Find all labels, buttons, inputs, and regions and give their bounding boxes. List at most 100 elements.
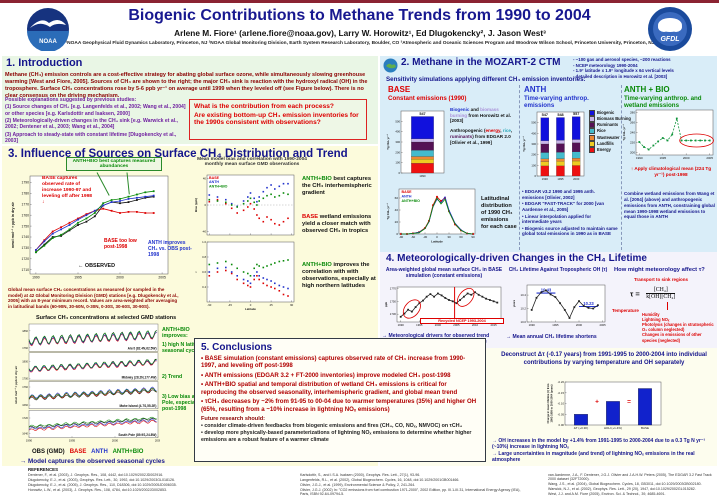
svg-text:548: 548 — [557, 113, 563, 117]
latdist-caption: Latitudinal distribution of 1990 CH₄ emi… — [481, 196, 517, 230]
references-title: REFERENCES — [28, 467, 59, 472]
legend-item: Ruminants — [589, 122, 645, 129]
svg-text:Tg CH₄ yr⁻¹: Tg CH₄ yr⁻¹ — [622, 124, 626, 141]
svg-text:0: 0 — [204, 203, 206, 207]
explanation-item: (1) Source changes of CH₄ [e.g. Langenfe… — [5, 104, 186, 117]
svg-text:1990: 1990 — [32, 275, 40, 279]
decon-bullets: → OH increases in the model by +1.4% fro… — [492, 438, 716, 463]
reference-item: Warwick, N.J., et al. (2002), Geophys. R… — [548, 487, 696, 492]
base-emissions-stacked-bar-chart: 0 100 200 300 400 500 Tg CH₄ yr⁻¹ 547 1990 — [386, 104, 446, 182]
stations-svg: nmol mol⁻¹ ≡ ppb in dry air 1760 1860 Alert… — [14, 323, 162, 442]
svg-text:1730: 1730 — [390, 312, 397, 316]
svg-text:2005: 2005 — [599, 323, 606, 327]
spec-item: - 1.9° latitude x 1.9° longitude x 64 ve… — [573, 68, 674, 74]
decon-svg: 0.00 -0.05 -0.10 -0.15 -0.20 ΔT (+0.3K) ΔOH (+… — [546, 380, 662, 430]
met-chart-title: Area-weighted global mean surface CH₄ in… — [385, 267, 503, 279]
svg-text:40: 40 — [395, 208, 399, 212]
svg-text:1990: 1990 — [542, 177, 549, 181]
references-col-2: Karlsdottir, S., and I.S.A. Isaksen (200… — [300, 473, 530, 497]
conclusion-bullet: • τCH₄ decreases by ~2% from 91-95 to 00… — [201, 398, 477, 413]
stations-notes-title: ANTH+BIO improves: — [162, 327, 190, 340]
intro-explanations: Possible explanations suggested by previ… — [5, 97, 187, 145]
svg-text:1995: 1995 — [416, 323, 423, 327]
svg-text:0.6: 0.6 — [202, 270, 206, 274]
lifetime_chart-svg: 199019952000200510.010.210.4years10.4310… — [512, 284, 606, 327]
anthbio-case-desc: Time-varying anthrop. and wetland emissi… — [624, 95, 702, 109]
legend-swatch — [589, 134, 595, 141]
svg-text:2000: 2000 — [116, 275, 124, 279]
wetland-svg: 1990 1995 2000 2005 200 220 240 260 280 Tg CH₄ yr… — [622, 109, 714, 160]
svg-text:1995: 1995 — [557, 177, 564, 181]
up-arrow-icon: ↑ — [630, 166, 634, 171]
reference-item: Karlsdottir, S., and I.S.A. Isaksen (200… — [300, 473, 421, 477]
svg-text:1995: 1995 — [74, 275, 82, 279]
photolysis-label: Photolysis (changes in stratospheric O₃ … — [642, 322, 714, 333]
conclusion-bullet: • ANTH emissions (EDGAR 3.2 + FT-2000 in… — [201, 371, 451, 379]
svg-text:1991-1995 to 2000-2004 (years): 1991-1995 to 2000-2004 (years) — [549, 384, 553, 422]
annotation-observed: ← OBSERVED — [78, 263, 116, 269]
mozart-subtitle: Sensitivity simulations applying differe… — [386, 76, 586, 83]
svg-text:557: 557 — [573, 112, 579, 116]
svg-text:200: 200 — [531, 153, 536, 157]
legend-swatch — [589, 116, 595, 123]
svg-text:500: 500 — [395, 119, 400, 123]
references-col-1: Dentener, F., et al. (2003), J. Geophys.… — [28, 473, 278, 493]
svg-text:nmol mol⁻¹ ≡ ppb in dry air: nmol mol⁻¹ ≡ ppb in dry air — [14, 365, 18, 404]
svg-text:South Pole (89.9S,24.8W): South Pole (89.9S,24.8W) — [118, 433, 156, 437]
svg-text:1700: 1700 — [22, 376, 28, 380]
trend-chart-caption: Global mean surface CH₄ concentrations a… — [8, 287, 179, 309]
svg-text:60: 60 — [395, 196, 399, 200]
svg-text:+: + — [595, 399, 599, 406]
legend-swatch — [589, 146, 595, 153]
svg-text:2015: 2015 — [490, 323, 497, 327]
legend-obs: OBS (GMD) — [32, 449, 65, 455]
svg-text:100: 100 — [531, 163, 536, 167]
svg-text:2005: 2005 — [706, 156, 713, 160]
svg-text:2000: 2000 — [683, 156, 690, 160]
transport-label: Transport to sink regions — [634, 277, 689, 282]
svg-text:2000: 2000 — [573, 177, 580, 181]
base-legend: Biogenic and biomass burning from Horowi… — [450, 107, 516, 145]
svg-text:1790: 1790 — [21, 181, 29, 185]
spec-item: - detailed description in Horowitz et al… — [573, 74, 668, 80]
svg-text:200: 200 — [395, 150, 400, 154]
left-arrow-icon: ← — [78, 263, 84, 269]
svg-text:NOAA: NOAA — [39, 39, 57, 45]
legend-swatch — [589, 140, 595, 147]
bias-correlation-scatter-chart: -40 0 40 Bias (ppb) BASE ANTH ANTH+BIO -90 -45 0 4… — [194, 172, 296, 312]
anth-bullet: • EDGAR v3.2 1990 and 1995 anth. emissio… — [522, 189, 595, 200]
note-correlation: ANTH+BIO improves the correlation with w… — [302, 262, 376, 289]
anth-case-name: ANTH — [524, 85, 547, 94]
svg-text:-30: -30 — [423, 235, 428, 239]
svg-text:240: 240 — [630, 131, 635, 135]
top-border-strip — [0, 0, 719, 3]
stations-note-3: 3) Low bias at S Pole, especially post-1… — [162, 394, 202, 413]
svg-text:-0.20: -0.20 — [558, 380, 565, 384]
svg-text:0.8: 0.8 — [202, 255, 206, 259]
svg-text:1860: 1860 — [22, 329, 28, 333]
formula-fraction: [CH₄] k[OH][CH₄] — [646, 287, 676, 300]
section-references: REFERENCES Dentener, F., et al. (2003), … — [0, 466, 719, 500]
anth_stack-svg: 0 100 200 300 400 500 Tg CH₄ yr⁻¹ 547 1990 548 199… — [522, 111, 585, 181]
svg-text:400: 400 — [531, 131, 536, 135]
legend-base: BASE — [69, 449, 87, 455]
annotation-anth-improves: ANTH improves CH₄ vs. OBS post-1998 — [148, 240, 192, 258]
section-conclusions: 5. Conclusions • BASE simulation (consta… — [194, 338, 486, 462]
svg-text:40: 40 — [203, 176, 207, 180]
column-divider — [519, 85, 520, 250]
svg-text:90: 90 — [471, 235, 475, 239]
model-specs: - ~100 gas and aerosol species, ~200 rea… — [573, 57, 717, 80]
svg-text:547: 547 — [542, 113, 548, 117]
svg-text:0.4: 0.4 — [202, 285, 206, 289]
stations-note-2: 2) Trend — [162, 374, 183, 380]
conclusions-heading: 5. Conclusions — [201, 342, 273, 353]
formula-connector-line — [667, 302, 668, 310]
svg-text:10.23: 10.23 — [583, 301, 594, 306]
reference-item: Dlugokencky, E.J., et al. (2005), J. Geo… — [28, 482, 177, 487]
svg-text:years: years — [512, 299, 516, 307]
svg-text:ANTH: ANTH — [402, 194, 412, 198]
svg-text:=: = — [627, 399, 631, 406]
svg-text:ANTH+BIO: ANTH+BIO — [402, 199, 421, 203]
